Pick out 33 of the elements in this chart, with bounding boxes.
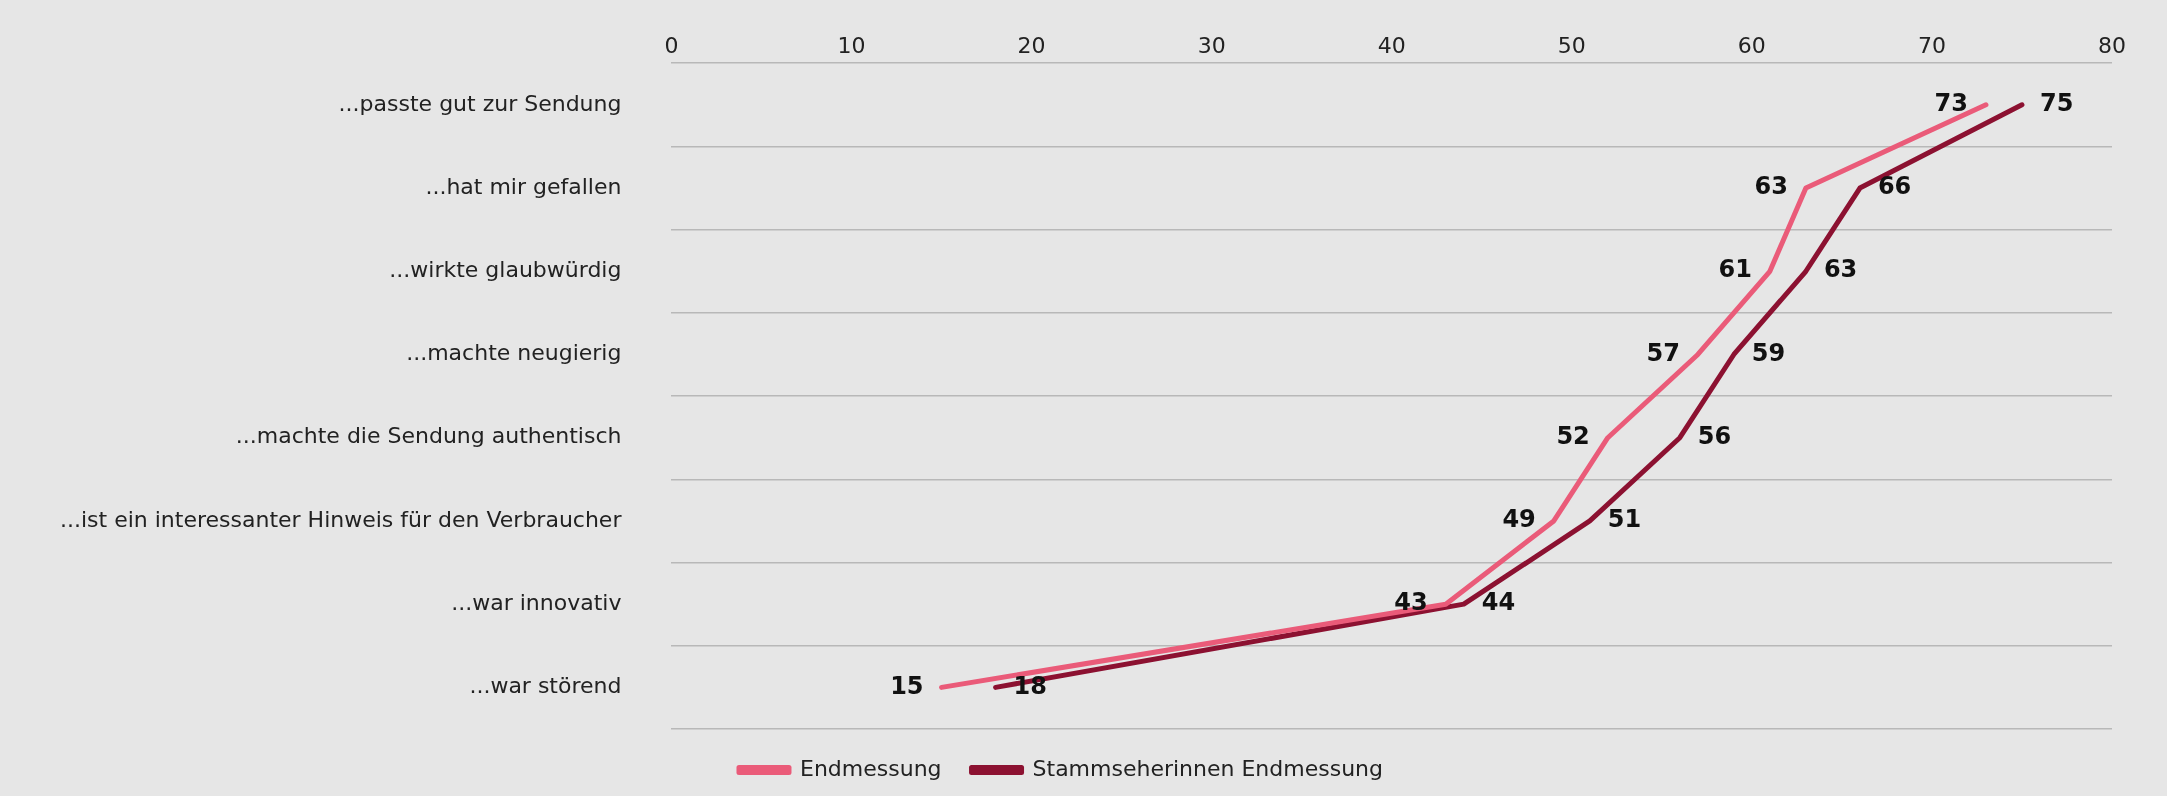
y-tick-label: ...passte gut zur Sendung (338, 90, 622, 116)
legend-label: Endmessung (799, 755, 942, 781)
y-tick-label: ...war innovativ (451, 589, 622, 615)
x-tick-label: 20 (1017, 32, 1046, 58)
data-label: 49 (1502, 505, 1536, 534)
x-tick-label: 60 (1737, 32, 1766, 58)
data-label: 61 (1718, 255, 1752, 284)
y-tick-label: ...wirkte glaubwürdig (389, 256, 622, 282)
legend-label: Stammseherinnen Endmessung (1032, 755, 1384, 781)
x-tick-label: 70 (1917, 32, 1946, 58)
data-label: 63 (1754, 172, 1788, 201)
y-tick-label: ...ist ein interessanter Hinweis für den Verbraucher (60, 506, 623, 532)
data-label: 51 (1607, 505, 1642, 534)
y-tick-label: ...hat mir gefallen (425, 173, 622, 199)
y-tick-label: ...machte die Sendung authentisch (235, 423, 622, 449)
data-label: 52 (1556, 421, 1590, 450)
x-tick-label: 0 (664, 32, 679, 58)
data-label: 15 (890, 671, 924, 700)
x-tick-label: 30 (1197, 32, 1226, 58)
y-tick-label: ...war störend (469, 673, 622, 699)
y-tick-label: ...machte neugierig (406, 340, 622, 366)
x-tick-label: 50 (1557, 32, 1586, 58)
data-label: 57 (1646, 338, 1680, 367)
x-tick-label: 40 (1377, 32, 1406, 58)
data-label: 56 (1697, 421, 1732, 450)
data-label: 44 (1481, 588, 1516, 617)
data-label: 59 (1751, 338, 1786, 367)
data-label: 75 (2039, 89, 2074, 118)
data-label: 63 (1823, 255, 1858, 284)
data-label: 66 (1877, 172, 1912, 201)
x-tick-label: 80 (2098, 32, 2126, 58)
x-tick-label: 10 (837, 32, 866, 58)
data-label: 73 (1934, 89, 1968, 118)
